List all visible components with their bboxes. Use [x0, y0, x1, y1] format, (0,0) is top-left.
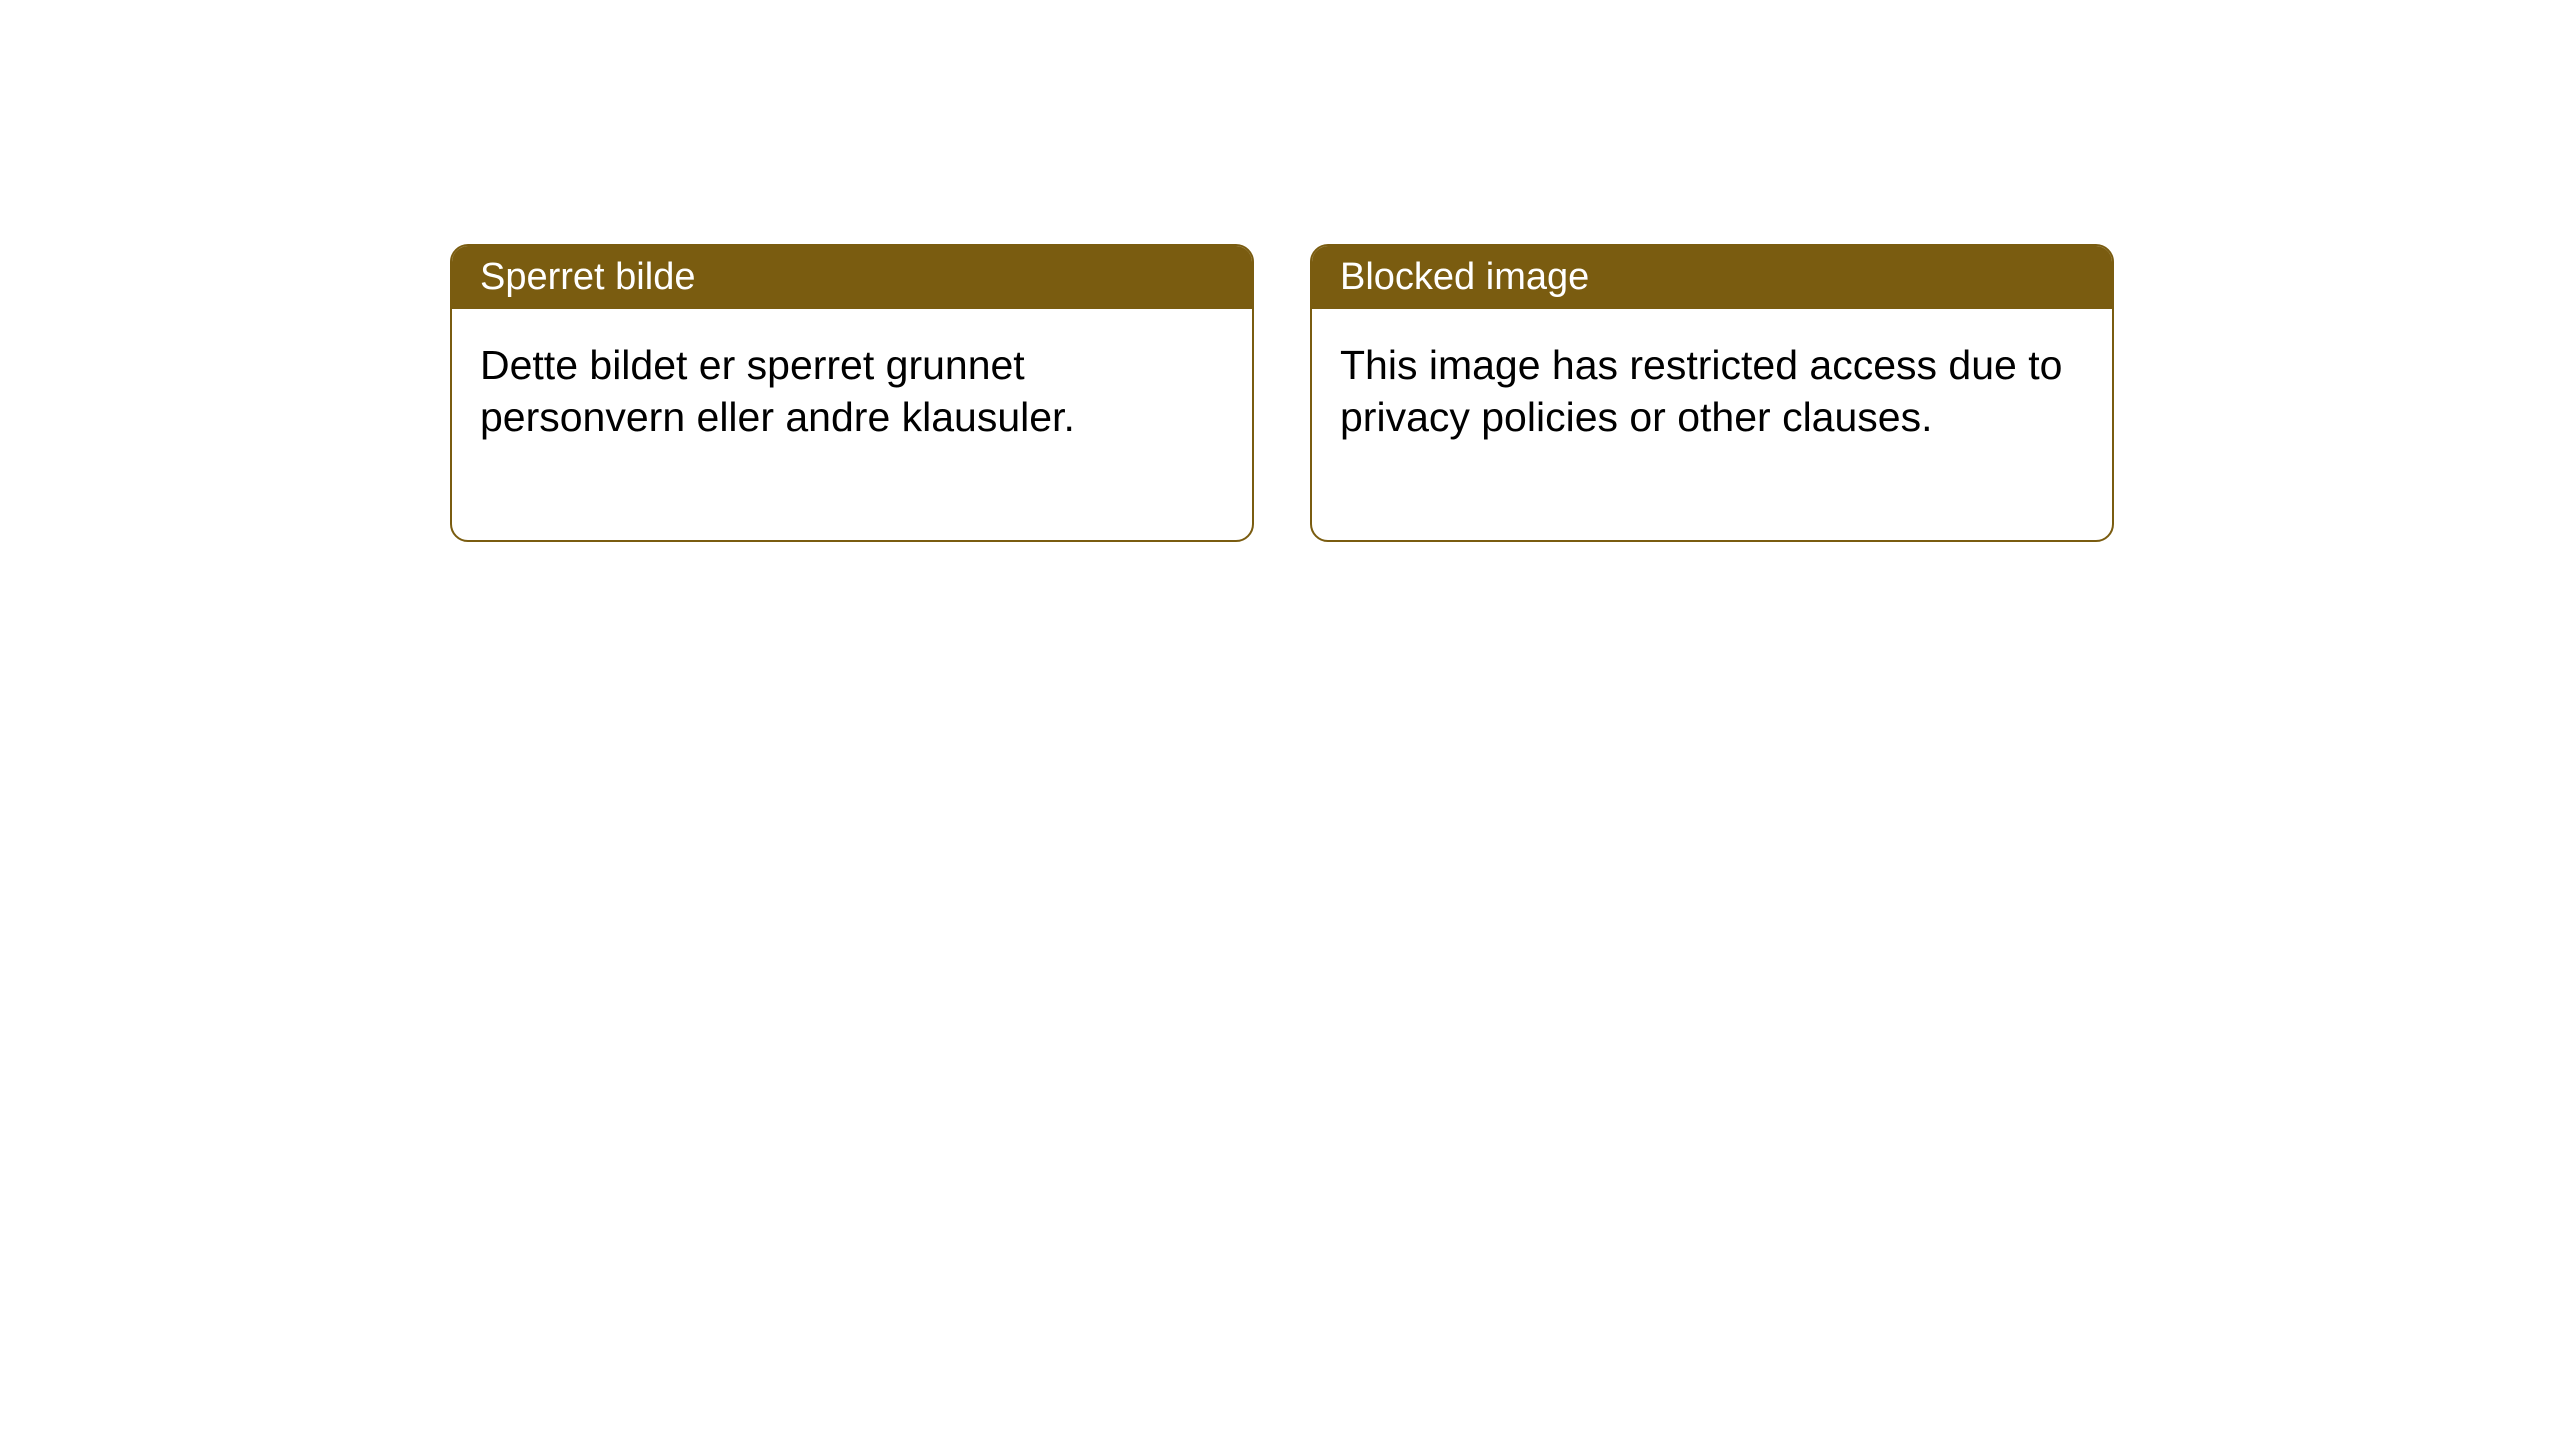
notice-container: Sperret bilde Dette bildet er sperret gr… [450, 244, 2114, 542]
notice-header-no: Sperret bilde [452, 246, 1252, 309]
notice-header-en: Blocked image [1312, 246, 2112, 309]
notice-card-no: Sperret bilde Dette bildet er sperret gr… [450, 244, 1254, 542]
notice-card-en: Blocked image This image has restricted … [1310, 244, 2114, 542]
notice-body-en: This image has restricted access due to … [1312, 309, 2112, 540]
notice-body-no: Dette bildet er sperret grunnet personve… [452, 309, 1252, 540]
